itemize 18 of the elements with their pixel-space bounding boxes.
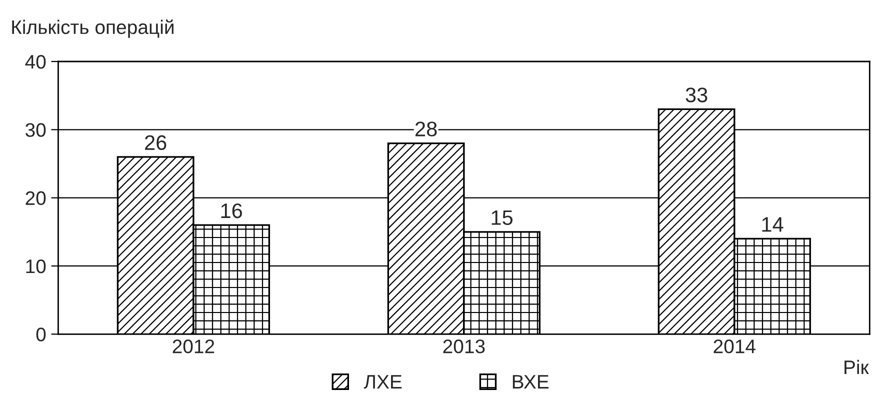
legend-label: ВХЕ [512,375,549,388]
data-label: 16 [221,203,242,218]
x-tick-label: 2012 [172,340,214,354]
legend-label: ЛХЕ [364,375,402,389]
y-tick-label: 10 [26,259,46,274]
data-label: 26 [145,135,166,150]
data-label: 33 [686,88,708,102]
x-axis-title: Рік [844,360,869,374]
data-label: 15 [492,210,513,226]
y-tick-label: 20 [26,191,46,206]
x-tick-label: 2013 [443,340,485,354]
data-label: 14 [762,217,784,232]
y-axis-title: Кількість операцій [12,19,174,38]
y-tick-label: 40 [25,54,46,69]
x-tick-label: 2014 [714,340,756,354]
data-label: 28 [416,122,437,136]
y-tick-label: 30 [26,123,46,137]
y-tick-label: 0 [36,328,46,342]
